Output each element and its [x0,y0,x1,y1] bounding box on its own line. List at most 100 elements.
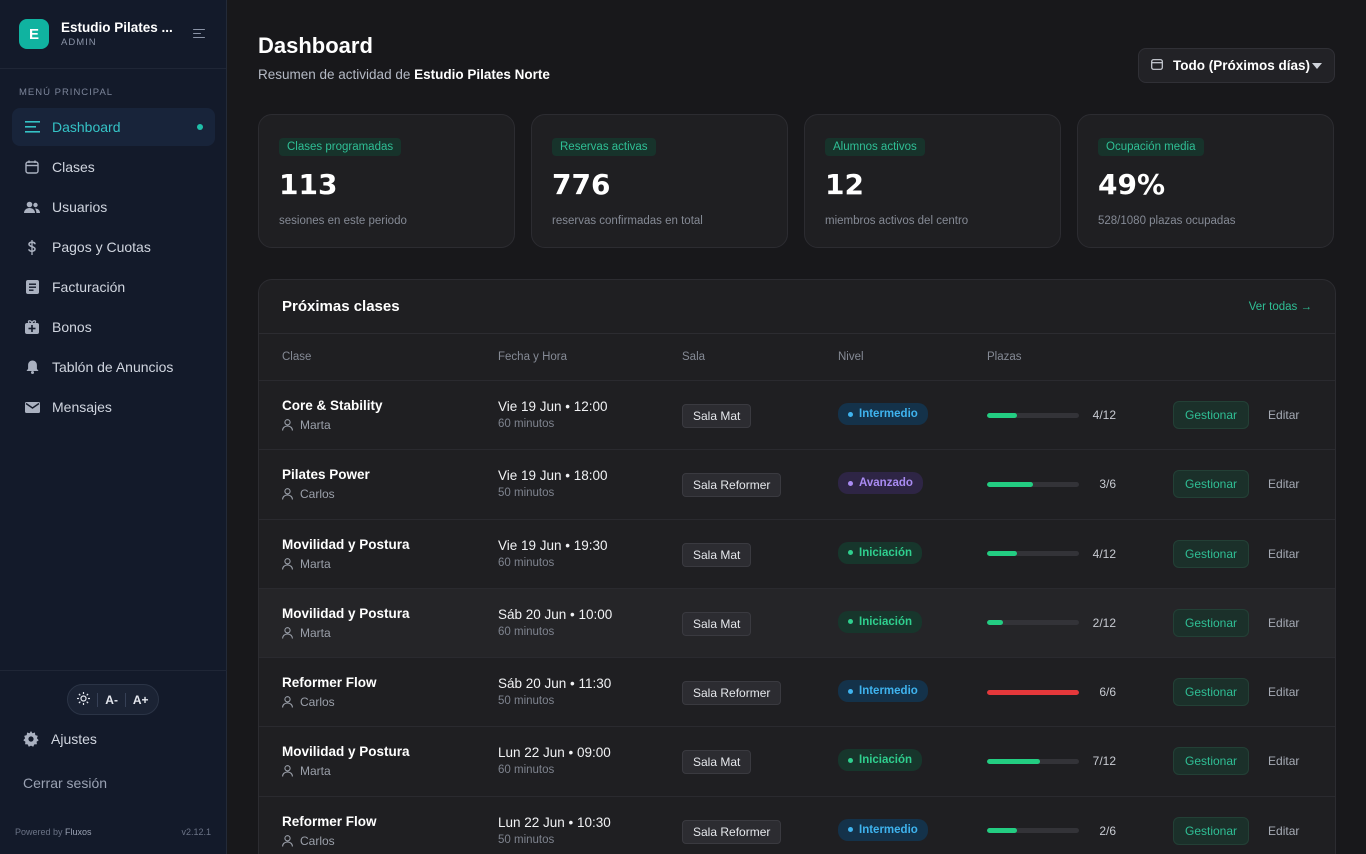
instructor: Carlos [282,487,370,501]
class-datetime: Lun 22 Jun • 09:00 [498,745,611,761]
calendar-icon [24,159,40,175]
stats-row: Clases programadas 113 sesiones en este … [258,114,1334,248]
class-datetime: Vie 19 Jun • 19:30 [498,537,608,553]
class-datetime: Vie 19 Jun • 18:00 [498,468,608,484]
class-datetime: Sáb 20 Jun • 11:30 [498,676,612,692]
instructor: Marta [282,418,383,432]
occupancy-fill [987,828,1018,834]
places-indicator: 2/6 [987,824,1116,838]
class-name: Reformer Flow [282,675,377,691]
level-label: Avanzado [859,477,913,490]
nav-label: Bonos [52,319,92,335]
instructor-name: Marta [300,764,331,779]
level-badge: Intermedio [838,680,928,703]
places-count: 3/6 [1099,477,1116,492]
collapse-sidebar-icon[interactable] [193,28,207,40]
stat-description: 528/1080 plazas ocupadas [1098,215,1236,227]
stat-value: 776 [552,168,611,201]
level-badge: Avanzado [838,472,923,495]
places-count: 7/12 [1092,754,1116,769]
edit-button[interactable]: Editar [1268,546,1300,561]
room-badge: Sala Mat [682,542,752,567]
bell-icon [24,359,40,375]
user-icon [282,557,293,570]
edit-button[interactable]: Editar [1268,477,1300,492]
places-indicator: 4/12 [987,408,1116,422]
theme-toggle-icon[interactable] [77,691,91,708]
nav-item-dashboard[interactable]: Dashboard [12,108,215,146]
places-indicator: 7/12 [987,754,1116,768]
nav-item-anuncios[interactable]: Tablón de Anuncios [12,348,215,386]
stat-value: 49% [1098,168,1166,201]
instructor: Carlos [282,834,377,848]
col-clase: Clase [282,351,312,363]
occupancy-bar [987,620,1079,626]
stat-label: Alumnos activos [825,138,925,156]
powered-prefix: Powered by [15,827,63,837]
room-badge: Sala Mat [682,611,752,636]
main-content: Dashboard Resumen de actividad de Estudi… [228,0,1366,854]
nav-item-bonos[interactable]: Bonos [12,308,215,346]
manage-button[interactable]: Gestionar [1173,539,1250,568]
settings-link[interactable]: Ajustes [23,731,97,747]
sidebar-footer: A- A+ Ajustes Cerrar sesión Powered by F… [0,670,227,854]
manage-button[interactable]: Gestionar [1173,470,1250,499]
edit-button[interactable]: Editar [1268,408,1300,422]
instructor: Marta [282,557,410,571]
instructor-name: Marta [300,556,331,571]
logout-link[interactable]: Cerrar sesión [23,775,108,791]
class-datetime: Lun 22 Jun • 10:30 [498,814,611,830]
class-name: Pilates Power [282,467,370,483]
stat-card-reservas: Reservas activas 776 reservas confirmada… [531,114,788,248]
nav-item-usuarios[interactable]: Usuarios [12,188,215,226]
manage-button[interactable]: Gestionar [1173,816,1250,845]
manage-button[interactable]: Gestionar [1173,401,1250,429]
edit-button[interactable]: Editar [1268,823,1300,838]
places-indicator: 4/12 [987,547,1116,561]
page-subtitle: Resumen de actividad de Estudio Pilates … [258,67,550,82]
room-badge: Sala Reformer [682,819,782,844]
brand: E Estudio Pilates ... ADMIN [0,0,226,69]
nav-item-pagos[interactable]: Pagos y Cuotas [12,228,215,266]
instructor: Marta [282,764,410,778]
stat-card-ocupacion: Ocupación media 49% 528/1080 plazas ocup… [1077,114,1334,248]
nav-item-clases[interactable]: Clases [12,148,215,186]
occupancy-bar [987,551,1079,557]
upcoming-classes-card: Próximas clases Ver todas → Clase Fecha … [258,279,1336,854]
places-count: 6/6 [1099,685,1116,700]
level-label: Intermedio [859,823,918,836]
period-select[interactable]: Todo (Próximos días) [1138,48,1335,83]
view-all-link[interactable]: Ver todas → [1248,300,1312,313]
font-increase-button[interactable]: A+ [132,692,149,707]
edit-button[interactable]: Editar [1268,685,1300,700]
occupancy-fill [987,412,1018,418]
table-row: Reformer Flow Carlos Sáb 20 Jun • 11:30 … [259,657,1335,726]
font-decrease-button[interactable]: A- [105,692,118,707]
classes-table-body: Core & Stability Marta Vie 19 Jun • 12:0… [259,380,1335,854]
manage-button[interactable]: Gestionar [1173,608,1250,637]
settings-label: Ajustes [51,731,97,747]
occupancy-bar [987,828,1079,834]
nav-label: Facturación [52,279,126,295]
list-icon [24,119,40,135]
stat-label: Ocupación media [1098,138,1204,156]
active-dot [197,124,203,130]
stat-value: 12 [825,168,864,201]
manage-button[interactable]: Gestionar [1173,678,1250,707]
nav-item-mensajes[interactable]: Mensajes [12,388,215,426]
room-badge: Sala Reformer [682,473,782,498]
edit-button[interactable]: Editar [1268,754,1300,769]
occupancy-bar [987,689,1079,695]
brand-name: Estudio Pilates ... [61,20,173,35]
user-icon [282,627,293,639]
occupancy-bar [987,758,1079,764]
app-version: v2.12.1 [181,827,211,837]
table-row: Movilidad y Postura Marta Sáb 20 Jun • 1… [259,587,1335,658]
class-name: Reformer Flow [282,813,377,829]
manage-button[interactable]: Gestionar [1173,747,1250,776]
stat-card-clases: Clases programadas 113 sesiones en este … [258,114,515,248]
nav-item-facturacion[interactable]: Facturación [12,268,215,306]
edit-button[interactable]: Editar [1268,615,1300,630]
class-datetime: Sáb 20 Jun • 10:00 [498,606,613,622]
class-duration: 60 minutos [498,418,555,430]
